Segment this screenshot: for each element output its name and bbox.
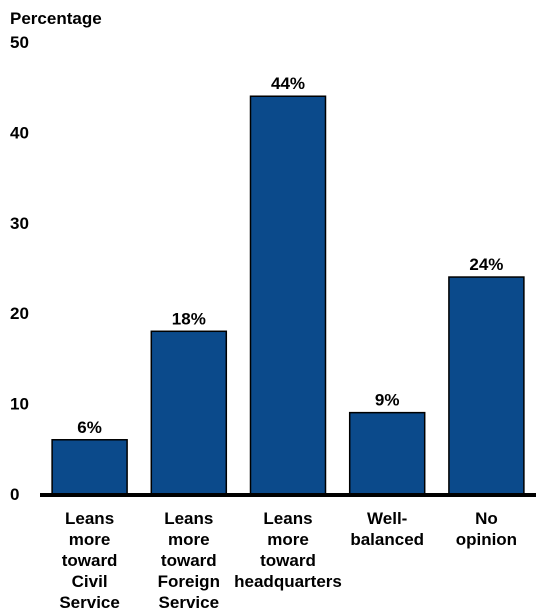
category-label: Leans more toward Civil Service xyxy=(59,509,120,612)
category-labels: Leans more toward Civil Service Leans more towa… xyxy=(59,509,517,612)
data-label: 6% xyxy=(77,418,102,437)
data-label: 9% xyxy=(375,391,400,410)
data-label: 18% xyxy=(172,309,206,328)
y-tick-label: 20 xyxy=(10,304,29,323)
y-tick-label: 40 xyxy=(10,123,29,142)
category-label: No opinion xyxy=(456,509,517,549)
category-label-line: Service xyxy=(59,593,120,612)
y-tick-label: 10 xyxy=(10,395,29,414)
bar xyxy=(348,411,426,495)
y-axis-label: Percentage xyxy=(10,9,102,28)
category-label-line: Well- xyxy=(367,509,407,528)
category-label-line: more xyxy=(168,530,210,549)
category-label-line: Foreign xyxy=(158,572,220,591)
category-label-line: balanced xyxy=(350,530,424,549)
category-label-line: Service xyxy=(159,593,220,612)
category-label-line: Leans xyxy=(263,509,312,528)
category-label-line: No xyxy=(475,509,498,528)
category-label: Leans more toward headquarters xyxy=(234,509,342,591)
category-label-line: more xyxy=(267,530,309,549)
category-label-line: headquarters xyxy=(234,572,342,591)
category-label-line: opinion xyxy=(456,530,517,549)
category-label: Well-balanced xyxy=(350,509,424,549)
data-labels: 6% 18% 44% 9% 24% xyxy=(77,74,503,437)
data-label: 24% xyxy=(469,255,503,274)
category-label-line: more xyxy=(69,530,111,549)
bar xyxy=(249,95,327,495)
bar xyxy=(150,330,228,495)
category-label-line: Leans xyxy=(164,509,213,528)
bars xyxy=(51,95,525,495)
y-tick-label: 50 xyxy=(10,33,29,52)
y-tick-labels: 0 10 20 30 40 50 xyxy=(10,33,29,504)
category-label-line: toward xyxy=(62,551,118,570)
category-label-line: Civil xyxy=(72,572,108,591)
data-label: 44% xyxy=(271,74,305,93)
category-label-line: toward xyxy=(161,551,217,570)
category-label-line: Leans xyxy=(65,509,114,528)
category-label: Leans more toward Foreign Service xyxy=(158,509,220,612)
y-tick-label: 30 xyxy=(10,214,29,233)
y-tick-label: 0 xyxy=(10,485,19,504)
category-label-line: toward xyxy=(260,551,316,570)
bar xyxy=(448,276,525,495)
bar xyxy=(51,439,128,495)
